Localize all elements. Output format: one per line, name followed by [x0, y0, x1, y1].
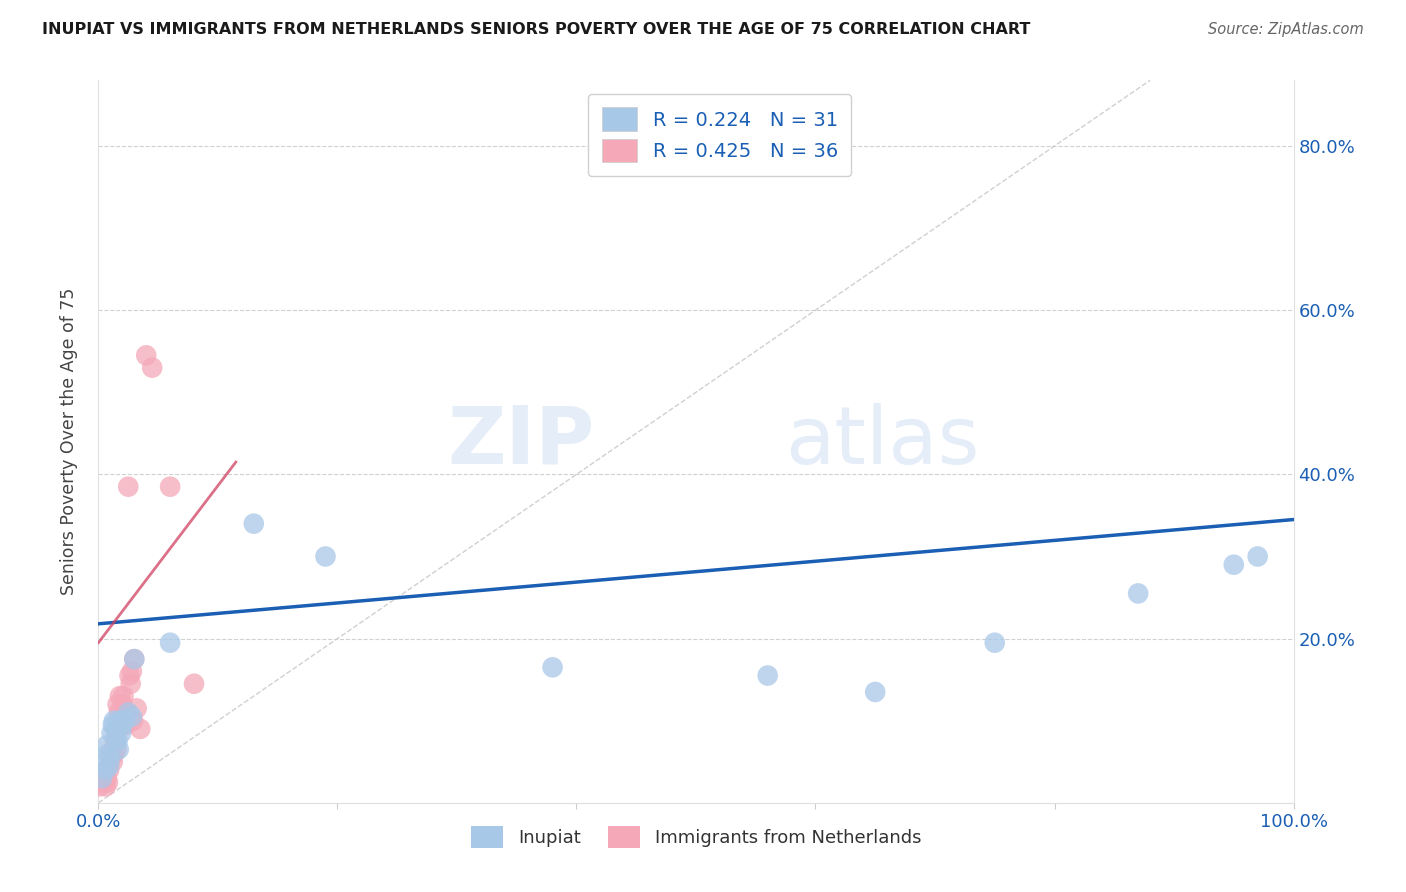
Point	[98, 747, 122, 761]
Point	[97, 775, 120, 789]
Point	[90, 775, 112, 789]
Point	[141, 360, 163, 375]
Point	[159, 480, 181, 494]
Point	[159, 636, 181, 650]
Point	[111, 698, 134, 712]
Point	[104, 734, 127, 748]
Point	[94, 763, 117, 777]
Point	[98, 763, 121, 777]
Point	[315, 549, 337, 564]
Point	[115, 718, 138, 732]
Point	[93, 775, 115, 789]
Point	[103, 747, 125, 761]
Point	[117, 480, 139, 494]
Point	[122, 714, 145, 728]
Point	[94, 780, 117, 794]
Point	[107, 698, 129, 712]
Point	[125, 701, 148, 715]
Point	[865, 685, 887, 699]
Point	[103, 714, 125, 728]
Point	[91, 771, 114, 785]
Point	[112, 689, 135, 703]
Point	[1223, 558, 1246, 572]
Point	[98, 750, 122, 764]
Point	[110, 726, 132, 740]
Point	[107, 706, 129, 720]
Point	[110, 718, 132, 732]
Point	[243, 516, 266, 531]
Point	[101, 718, 124, 732]
Point	[541, 660, 564, 674]
Point	[114, 709, 136, 723]
Point	[108, 714, 131, 728]
Point	[105, 742, 128, 756]
Point	[117, 706, 139, 720]
Point	[984, 636, 1007, 650]
Point	[124, 652, 146, 666]
Point	[96, 771, 118, 785]
Point	[121, 709, 143, 723]
Point	[118, 668, 141, 682]
Text: INUPIAT VS IMMIGRANTS FROM NETHERLANDS SENIORS POVERTY OVER THE AGE OF 75 CORREL: INUPIAT VS IMMIGRANTS FROM NETHERLANDS S…	[42, 22, 1031, 37]
Point	[756, 668, 779, 682]
Point	[96, 739, 118, 753]
Point	[121, 665, 143, 679]
Point	[91, 767, 114, 781]
Point	[91, 771, 114, 785]
Point	[114, 714, 136, 728]
Point	[89, 780, 111, 794]
Point	[1128, 586, 1150, 600]
Point	[100, 750, 122, 764]
Text: Source: ZipAtlas.com: Source: ZipAtlas.com	[1208, 22, 1364, 37]
Point	[129, 722, 152, 736]
Text: ZIP: ZIP	[447, 402, 595, 481]
Point	[101, 755, 124, 769]
Point	[120, 677, 142, 691]
Point	[111, 718, 134, 732]
Point	[183, 677, 205, 691]
Point	[97, 747, 120, 761]
Point	[98, 759, 121, 773]
Point	[1247, 549, 1270, 564]
Point	[115, 706, 138, 720]
Point	[107, 742, 129, 756]
Point	[135, 348, 157, 362]
Text: atlas: atlas	[786, 402, 980, 481]
Legend: Inupiat, Immigrants from Netherlands: Inupiat, Immigrants from Netherlands	[464, 819, 928, 855]
Y-axis label: Seniors Poverty Over the Age of 75: Seniors Poverty Over the Age of 75	[59, 288, 77, 595]
Point	[124, 652, 146, 666]
Point	[105, 730, 128, 744]
Point	[93, 755, 115, 769]
Point	[107, 734, 129, 748]
Point	[100, 726, 122, 740]
Point	[108, 689, 131, 703]
Point	[104, 722, 127, 736]
